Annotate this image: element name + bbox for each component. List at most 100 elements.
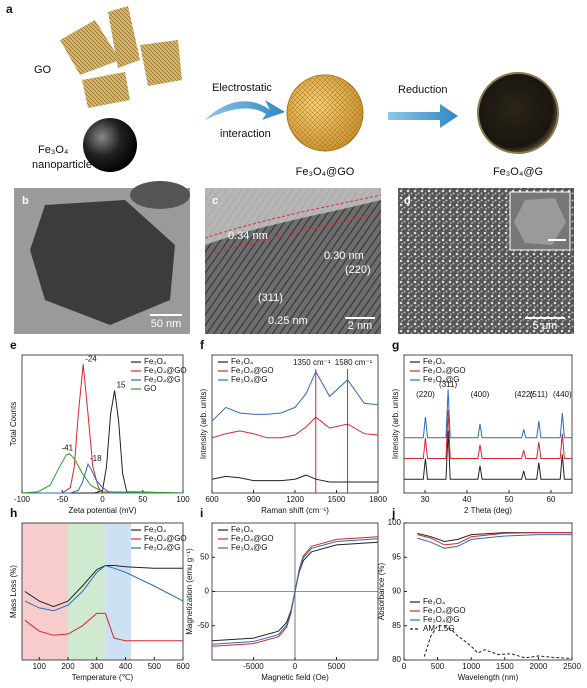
series-line (22, 462, 183, 494)
x-tick-label: 50 (138, 495, 147, 504)
peak-label: (220) (416, 390, 435, 399)
x-tick-label: 300 (90, 662, 104, 671)
go-sheet-texture (108, 6, 140, 68)
plot-frame (403, 354, 573, 494)
peak-label: (422) (514, 390, 533, 399)
x-tick-label: 0 (402, 662, 407, 671)
panel-label: e (10, 338, 17, 352)
legend-label: Fe₃O₄@G (423, 375, 459, 384)
x-tick-label: -50 (56, 495, 68, 504)
label: interaction (220, 128, 271, 140)
y-tick-label: 90 (392, 587, 401, 596)
label: Electrostatic (212, 82, 272, 94)
peak-label: 15 (117, 381, 126, 390)
boundary (204, 211, 382, 256)
peak-label: -41 (61, 444, 73, 453)
series-line (211, 474, 378, 483)
annotation: (311) (258, 292, 283, 304)
x-tick-label: 400 (119, 662, 133, 671)
panel-label: f (200, 338, 205, 352)
panel-label: b (22, 195, 29, 207)
series-line (21, 453, 184, 494)
y-tick-label: 0 (205, 587, 210, 596)
x-tick-label: 600 (176, 662, 190, 671)
reference-label: 1350 cm⁻¹ (293, 358, 331, 367)
series-line (423, 625, 573, 660)
peak-label: -24 (85, 354, 97, 363)
legend-label: Fe₃O₄@GO (144, 366, 187, 375)
legend-label: Fe₃O₄@GO (231, 366, 274, 375)
panel-label: g (392, 338, 399, 352)
x-tick-label: 50 (505, 495, 514, 504)
x-tick-label: 1200 (286, 495, 304, 504)
panel-label: h (10, 506, 17, 520)
panel-label: c (212, 195, 218, 207)
arrow (205, 100, 285, 120)
label: GO (34, 64, 52, 76)
x-tick-label: -100 (14, 495, 31, 504)
x-tick-label: 0 (100, 495, 105, 504)
x-tick-label: 1500 (496, 662, 514, 671)
peak-label: -18 (90, 454, 102, 463)
go-sheet-texture (60, 20, 120, 75)
x-tick-label: 5000 (328, 662, 346, 671)
legend-label: Fe₃O₄ (423, 597, 445, 606)
x-tick-label: 1000 (462, 662, 480, 671)
series-line (211, 370, 379, 422)
legend-label: AM 1.5G (423, 624, 455, 633)
arrow (388, 104, 458, 128)
series-line (24, 565, 183, 608)
x-tick-label: 1500 (328, 495, 346, 504)
peak-label: (511) (530, 390, 548, 399)
plot-frame (21, 522, 184, 661)
series-line (404, 430, 572, 480)
x-tick-label: 900 (247, 495, 261, 504)
shaded-region (68, 523, 106, 660)
particle (30, 200, 175, 325)
x-tick-label: 60 (547, 495, 556, 504)
legend-label: Fe₃O₄@G (144, 543, 180, 552)
y-axis-label: Absorbance (%) (377, 562, 386, 620)
x-tick-label: -5000 (243, 662, 264, 671)
series-line (417, 534, 572, 549)
annotation: (220) (345, 264, 371, 276)
y-tick-label: -50 (197, 621, 209, 630)
fe3o4-g-particle (477, 72, 559, 154)
x-tick-label: 100 (176, 495, 190, 504)
plot-frame (403, 522, 573, 661)
y-tick-label: 95 (392, 552, 401, 561)
x-axis-label: Zeta potential (mV) (68, 506, 136, 515)
x-tick-label: 2500 (563, 662, 581, 671)
y-tick-label: 85 (392, 621, 401, 630)
legend-label: Fe₃O₄@GO (423, 366, 466, 375)
series-line (22, 390, 184, 494)
y-axis-label: Mass Loss (%) (9, 565, 18, 618)
panel-label: j (391, 506, 395, 520)
series-line (404, 389, 572, 439)
x-axis-label: Raman shift (cm⁻¹) (261, 506, 329, 515)
reference-label: 1580 cm⁻¹ (335, 358, 373, 367)
legend-label: Fe₃O₄ (144, 357, 166, 366)
peak-label: (311) (439, 380, 457, 389)
shell-region (205, 188, 381, 245)
legend-label: Fe₃O₄@GO (423, 606, 466, 615)
legend-label: Fe₃O₄@G (423, 615, 459, 624)
y-axis-label: Magnetization (emu g⁻¹) (185, 548, 194, 635)
legend-label: Fe₃O₄ (231, 357, 253, 366)
scale-bar-label: 50 nm (151, 318, 182, 330)
x-tick-label: 0 (293, 662, 298, 671)
legend-label: Fe₃O₄@G (231, 375, 267, 384)
legend-label: GO (144, 384, 156, 393)
x-tick-label: 200 (61, 662, 75, 671)
series-line (211, 538, 379, 645)
label: Reduction (398, 84, 448, 96)
legend-label: Fe₃O₄@G (144, 375, 180, 384)
x-axis-label: Wavelength (nm) (458, 673, 519, 682)
go-sheet-texture (82, 72, 130, 108)
y-axis-label: Intensity (arb. units) (391, 389, 400, 460)
label: nanoparticle (32, 159, 92, 171)
legend-label: Fe₃O₄ (144, 525, 166, 534)
x-tick-label: 100 (33, 662, 47, 671)
y-tick-label: 100 (388, 518, 402, 527)
x-axis-label: 2 Theta (deg) (464, 506, 512, 515)
